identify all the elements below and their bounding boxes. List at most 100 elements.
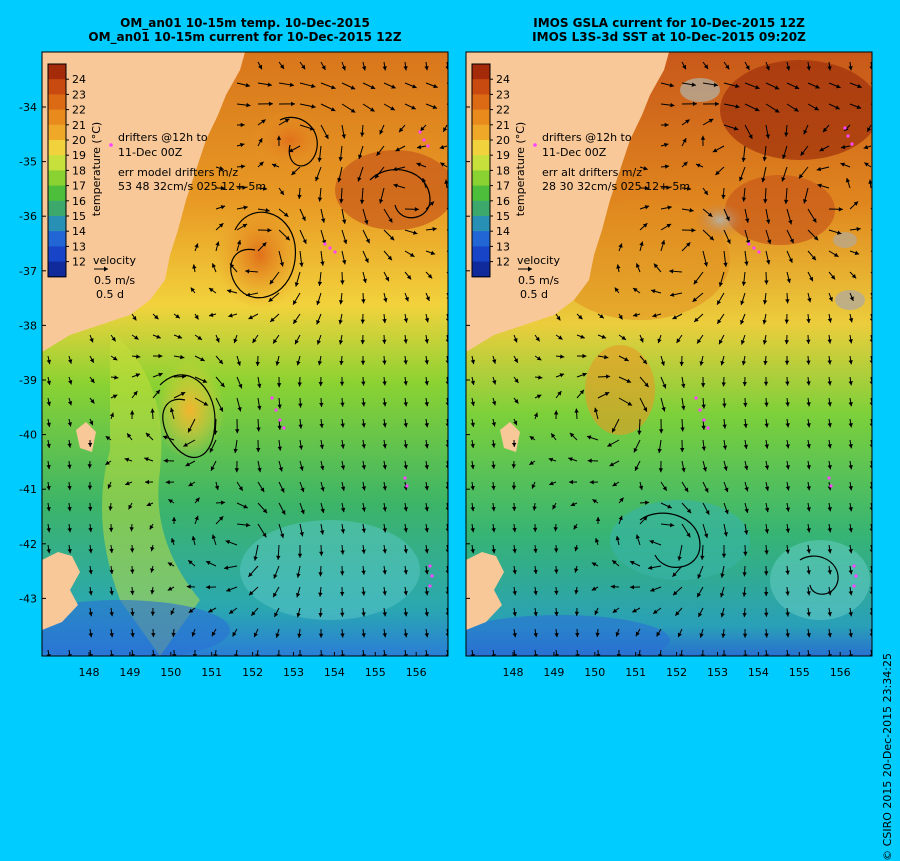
figure-canvas: 24 23 22 21 20 19 18 17 16 15 14 13 12 temperature (°… — [0, 0, 900, 700]
right-colorbar-tick: 15 — [496, 210, 510, 223]
right-colorbar-tick: 18 — [496, 164, 510, 177]
left-colorbar-tick: 18 — [72, 164, 86, 177]
left-colorbar-swatch — [48, 231, 66, 247]
right-colorbar-tick: 23 — [496, 88, 510, 101]
left-colorbar-tick: 15 — [72, 210, 86, 223]
right-longitude-tick-label: 150 — [584, 666, 605, 679]
left-colorbar-swatch — [48, 155, 66, 171]
left-longitude-tick-label: 154 — [324, 666, 345, 679]
right-longitude-tick-label: 155 — [789, 666, 810, 679]
left-longitude-tick-label: 152 — [242, 666, 263, 679]
left-longitude-tick-label: 150 — [160, 666, 181, 679]
latitude-tick-label: -38 — [19, 319, 37, 332]
right-err-text2: 28 30 32cm/s 025 12+-5m — [542, 180, 690, 193]
left-colorbar-tick: 24 — [72, 73, 86, 86]
latitude-tick-label: -42 — [19, 538, 37, 551]
copyright-timestamp: © CSIRO 2015 20-Dec-2015 23:34:25 — [881, 653, 894, 861]
latitude-tick-label: -39 — [19, 374, 37, 387]
right-colorbar-swatch — [472, 64, 490, 80]
right-colorbar-swatch — [472, 186, 490, 202]
latitude-tick-label: -36 — [19, 210, 37, 223]
right-longitude-tick-label: 152 — [666, 666, 687, 679]
right-colorbar-tick: 13 — [496, 240, 510, 253]
right-longitude-tick-label: 149 — [543, 666, 564, 679]
left-colorbar-swatch — [48, 216, 66, 232]
latitude-tick-label: -34 — [19, 101, 37, 114]
left-colorbar-tick: 21 — [72, 119, 86, 132]
left-colorbar-swatch — [48, 110, 66, 126]
left-longitude-tick-label: 156 — [406, 666, 427, 679]
left-err-text2: 53 48 32cm/s 025 12+-5m — [118, 180, 266, 193]
latitude-tick-label: -43 — [19, 592, 37, 605]
left-colorbar-swatch — [48, 262, 66, 278]
left-colorbar-swatch — [48, 64, 66, 80]
latitude-tick-label: -37 — [19, 265, 37, 278]
right-colorbar-swatch — [472, 110, 490, 126]
right-colorbar-swatch — [472, 262, 490, 278]
left-velocity-vector — [447, 104, 458, 108]
right-longitude-tick-label: 153 — [707, 666, 728, 679]
left-drifters-text1: drifters @12h to — [118, 131, 208, 144]
left-colorbar-swatch — [48, 140, 66, 156]
left-err-text1: err model drifters m/z — [118, 166, 238, 179]
right-colorbar-tick: 19 — [496, 149, 510, 162]
left-colorbar-tick: 22 — [72, 104, 86, 117]
left-colorbar-swatch — [48, 170, 66, 186]
left-colorbar-tick: 16 — [72, 195, 86, 208]
right-colorbar-tick: 12 — [496, 256, 510, 269]
left-colorbar-tick: 12 — [72, 256, 86, 269]
left-colorbar-tick: 19 — [72, 149, 86, 162]
right-colorbar-swatch — [472, 170, 490, 186]
right-colorbar-swatch — [472, 246, 490, 262]
latitude-tick-label: -35 — [19, 156, 37, 169]
right-colorbar-tick: 21 — [496, 119, 510, 132]
right-colorbar-tick: 22 — [496, 104, 510, 117]
right-colorbar-swatch — [472, 94, 490, 110]
left-colorbar-swatch — [48, 186, 66, 202]
left-colorbar-swatch — [48, 94, 66, 110]
right-colorbar-swatch — [472, 125, 490, 141]
left-drifters-text2: 11-Dec 00Z — [118, 146, 183, 159]
right-velocity-vector — [871, 104, 882, 108]
right-err-text1: err alt drifters m/z — [542, 166, 642, 179]
left-colorbar-swatch — [48, 246, 66, 262]
right-colorbar-label: temperature (°C) — [514, 122, 527, 216]
right-velocity-scale: 0.5 m/s — [518, 274, 559, 287]
right-longitude-tick-label: 151 — [625, 666, 646, 679]
right-colorbar-tick: 24 — [496, 73, 510, 86]
left-longitude-tick-label: 148 — [79, 666, 100, 679]
left-colorbar-tick: 14 — [72, 225, 86, 238]
left-colorbar-label: temperature (°C) — [90, 122, 103, 216]
right-colorbar-swatch — [472, 79, 490, 95]
left-colorbar-swatch — [48, 125, 66, 141]
right-longitude-tick-label: 148 — [503, 666, 524, 679]
left-velocity-vector — [447, 83, 459, 87]
right-drifter-legend-marker — [533, 143, 537, 147]
left-longitude-tick-label: 151 — [201, 666, 222, 679]
left-longitude-tick-label: 149 — [119, 666, 140, 679]
left-velocity-scale: 0.5 m/s — [94, 274, 135, 287]
right-colorbar-swatch — [472, 216, 490, 232]
left-colorbar-swatch — [48, 79, 66, 95]
left-colorbar-tick: 23 — [72, 88, 86, 101]
left-colorbar-tick: 20 — [72, 134, 86, 147]
left-drifter-legend-marker — [109, 143, 113, 147]
left-velocity-time: 0.5 d — [96, 288, 124, 301]
right-colorbar-swatch — [472, 155, 490, 171]
right-colorbar-tick: 17 — [496, 180, 510, 193]
right-colorbar-tick: 14 — [496, 225, 510, 238]
right-colorbar-swatch — [472, 140, 490, 156]
left-colorbar-tick: 13 — [72, 240, 86, 253]
right-colorbar-swatch — [472, 201, 490, 217]
left-velocity-label: velocity — [93, 254, 136, 267]
left-colorbar-tick: 17 — [72, 180, 86, 193]
left-colorbar-swatch — [48, 201, 66, 217]
latitude-tick-label: -41 — [19, 483, 37, 496]
right-colorbar-swatch — [472, 231, 490, 247]
left-longitude-tick-label: 153 — [283, 666, 304, 679]
right-velocity-time: 0.5 d — [520, 288, 548, 301]
right-longitude-tick-label: 154 — [748, 666, 769, 679]
right-drifters-text2: 11-Dec 00Z — [542, 146, 607, 159]
left-longitude-tick-label: 155 — [365, 666, 386, 679]
right-longitude-tick-label: 156 — [830, 666, 851, 679]
